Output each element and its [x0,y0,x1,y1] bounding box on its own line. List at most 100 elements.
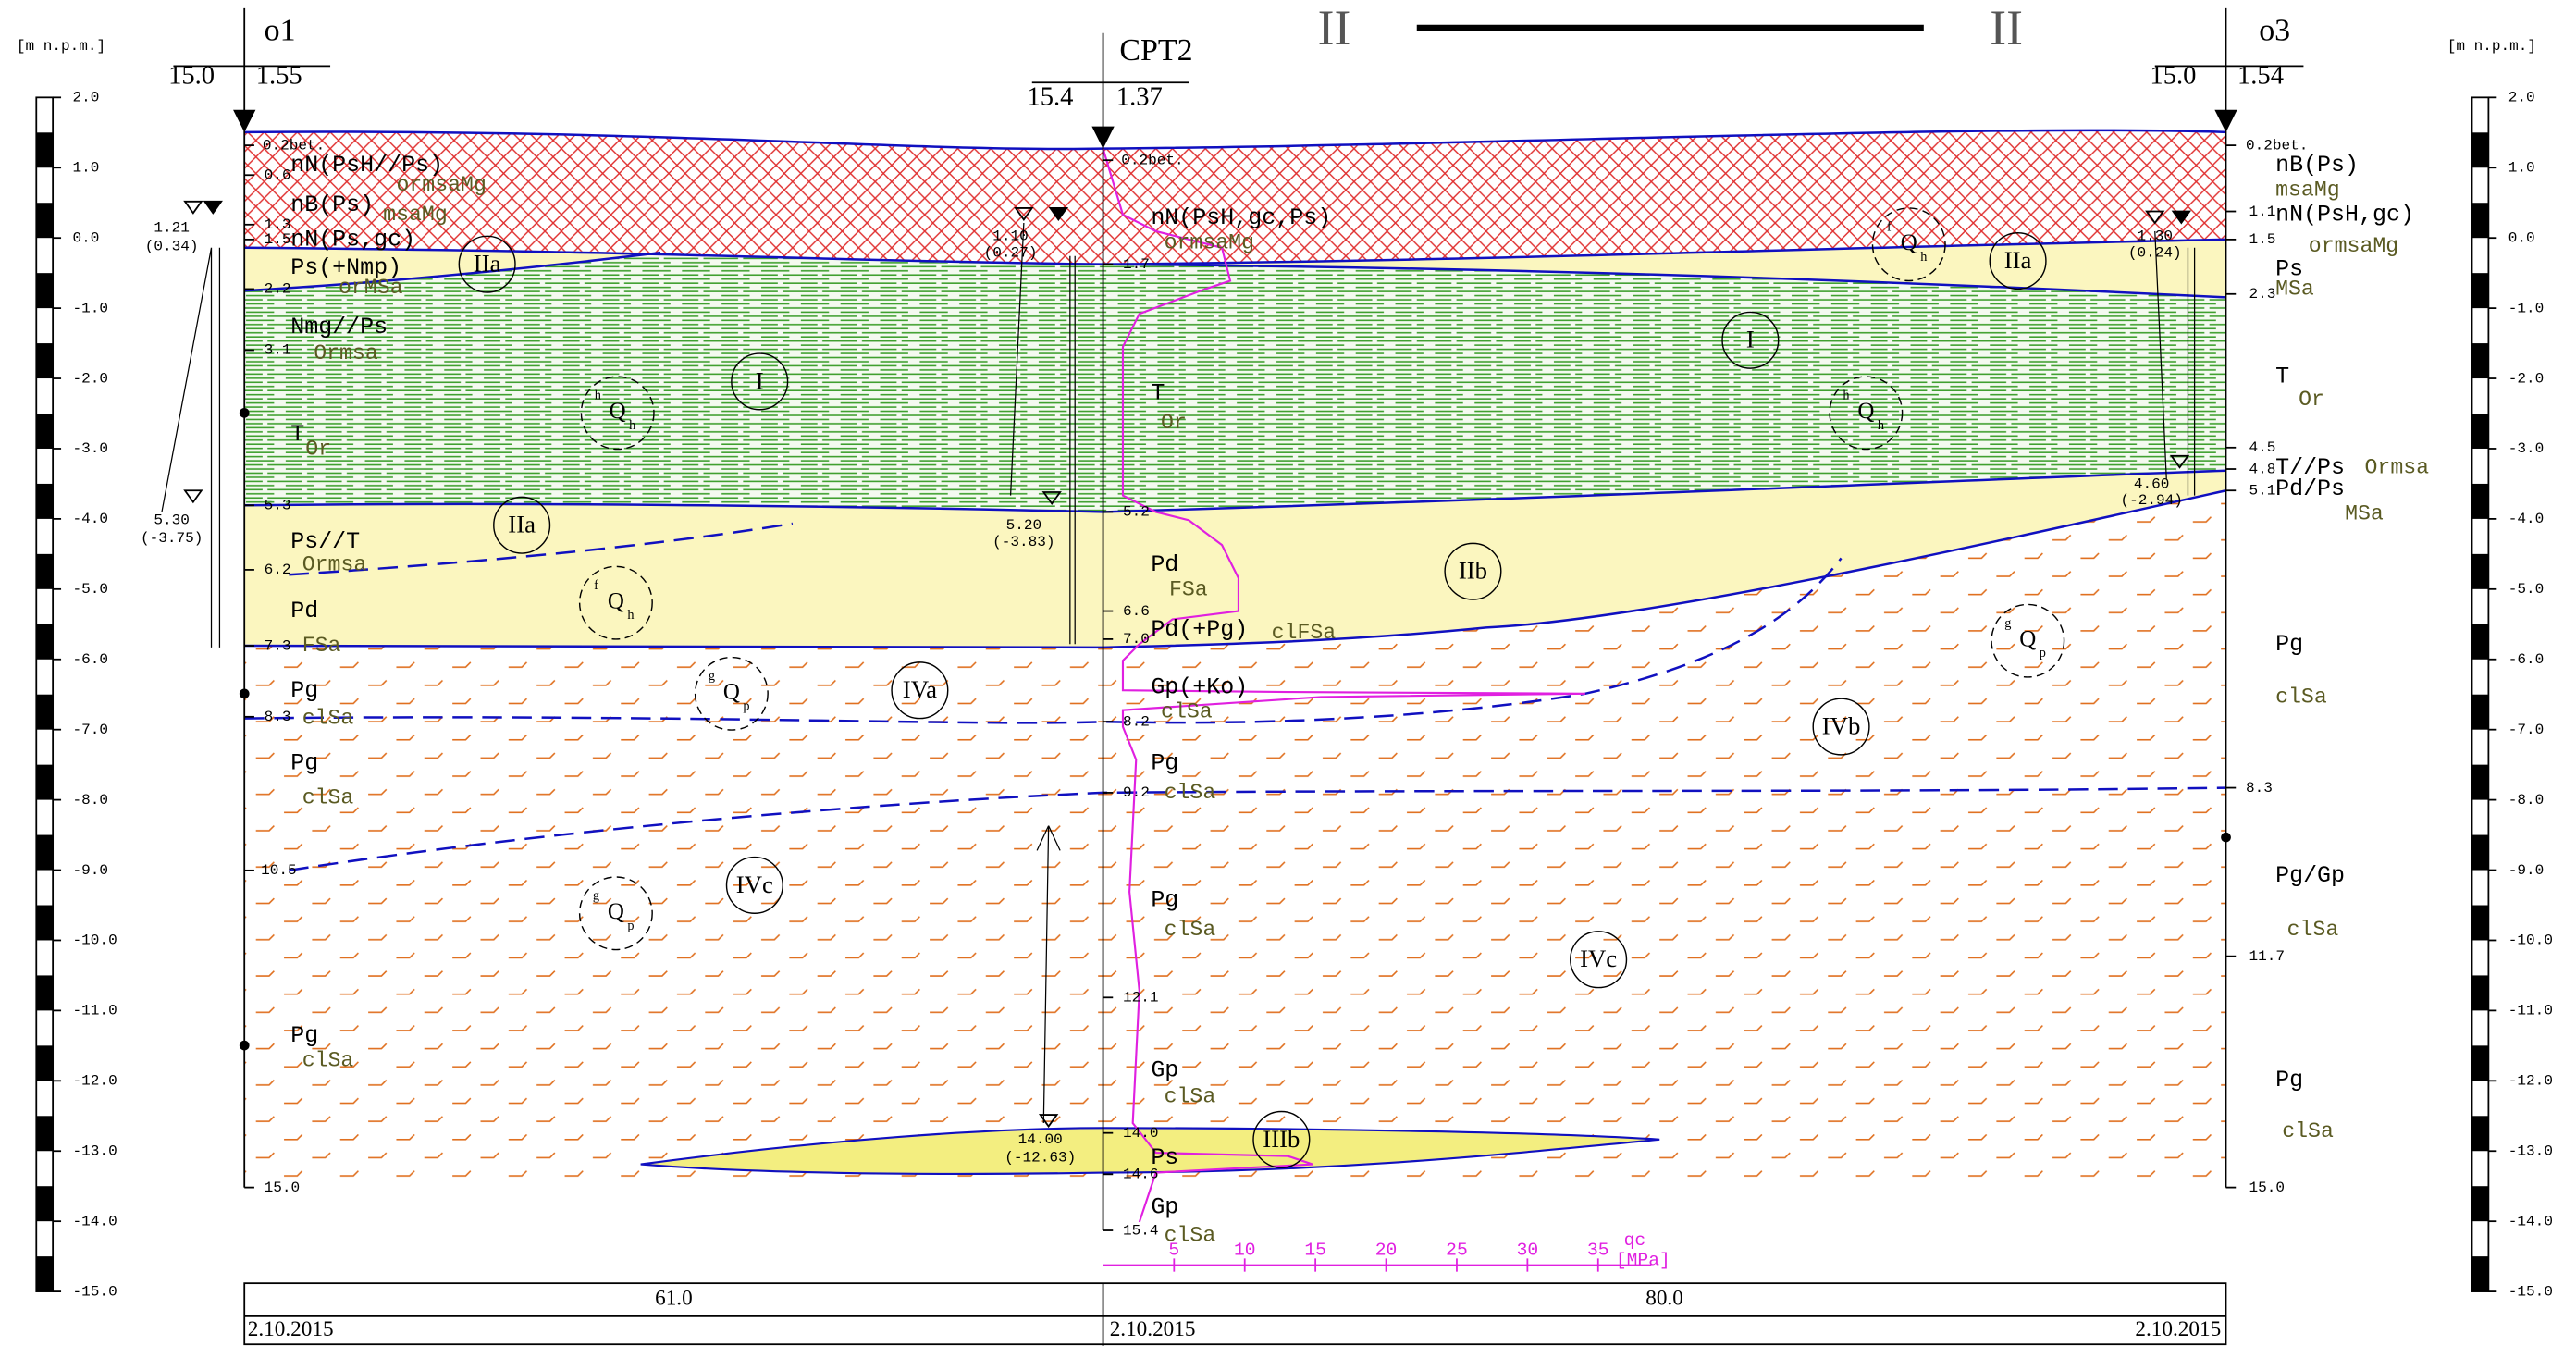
genetic-symbol: Q [608,899,624,924]
tick-label: -8.0 [2508,792,2545,809]
tick-label: -10.0 [73,932,117,949]
sand-layer [244,470,2226,648]
tick-label: -7.0 [2508,722,2545,738]
genetic-circle [578,565,653,640]
borehole-elevation: 1.54 [2237,61,2284,90]
ruler-segment [36,203,54,239]
soil-label: Pg/Gp [2275,862,2345,889]
tick-label: 2.0 [2508,90,2535,106]
tick-label: -11.0 [2508,1003,2553,1019]
layer-circle [891,661,949,720]
borehole-length: 15.0 [168,61,215,90]
date: 2.10.2015 [1110,1317,1196,1341]
tick-label: 1.0 [73,160,100,177]
soil-label: nN(Ps,gc) [290,226,415,253]
layer-id: IIa [508,511,536,538]
water-label: (-3.83) [992,534,1054,550]
tick-label: -5.0 [73,581,109,598]
tick-label: 2.0 [73,90,100,106]
depth-label: 7.3 [265,637,291,654]
depth-label: 1.5 [2249,231,2276,248]
layer-circle [1570,931,1628,989]
tick-label: -9.0 [73,862,109,879]
soil-subtype: msaMg [2275,178,2340,202]
tick-label: -6.0 [73,651,109,668]
borehole-head [233,109,2237,149]
layer-id: IIa [474,250,501,278]
borehole-name: o3 [2259,13,2290,47]
section-label: II [1990,0,2023,56]
ruler-segment [2471,483,2489,519]
soil-label: Pd(+Pg) [1151,616,1248,643]
genetic-symbol: Q [608,588,624,613]
layer-id: IVc [736,871,773,898]
cpt-tick-label: 30 [1517,1241,1539,1261]
sample-dot [239,407,250,418]
boundary-line [244,489,2226,649]
tick-label: -1.0 [73,300,109,316]
cpt-unit: [MPa] [1616,1250,1670,1270]
soil-subtype: Or [2299,388,2324,412]
water-label: (0.27) [984,244,1038,261]
genetic-symbol: Q [723,680,740,705]
water-label: 1.10 [992,228,1029,245]
layer-circle [1812,698,1870,756]
water-label: 1.30 [2137,228,2173,245]
depth-label: 1.1 [2249,204,2276,220]
water-line [161,222,2196,1123]
cpt-tick-label: 15 [1304,1241,1326,1261]
genetic-circle [694,656,769,731]
soil-subtype: clSa [302,785,354,809]
ruler-segment [36,483,54,519]
ruler-segment [36,694,54,730]
genetic-sub: h [627,608,634,623]
genetic-sup: g [709,669,715,684]
ruler-segment [36,624,54,660]
soil-label: Pg [2275,1067,2303,1093]
boreholes [35,7,2490,1346]
soil-label: nB(Ps) [290,191,374,218]
water-label: 1.21 [154,220,190,237]
layer-circle [731,352,789,411]
tick-label: 0.0 [73,229,100,246]
soil-label: nN(PsH,gc) [2275,202,2414,228]
cpt-tick-label: 35 [1587,1241,1609,1261]
depth-label: 8.3 [2246,780,2273,796]
genetic-sub: p [627,919,634,933]
soil-subtype: MSa [2345,501,2384,525]
ruler-segment [36,975,54,1011]
soil-label: Pg [1151,887,1178,914]
soil-label: T [1151,379,1165,406]
soil-label: Pd [1151,551,1178,578]
ruler-segment [36,905,54,941]
tick-label: -7.0 [73,722,109,738]
layer-id: IVb [1822,711,1861,739]
soil-subtype: clFSa [1272,621,1337,645]
ruler-segment [2471,553,2489,589]
axis-unit: [m n.p.m.] [2447,38,2536,55]
tick-label: -5.0 [2508,581,2545,598]
soil-subtype: Ormsa [314,341,378,365]
borehole-elevation: 1.55 [256,61,302,90]
genetic-symbol: Q [2019,626,2036,651]
ruler-segment [2471,624,2489,660]
depth-label: 0.2bet. [263,137,325,154]
water-label: (0.24) [2128,244,2182,261]
genetic-sub: h [1878,418,1884,433]
soil-subtype: ormsaMg [1165,231,1254,255]
date: 2.10.2015 [2135,1317,2221,1341]
soil-label: Pd/Ps [2275,475,2345,502]
depth-label: 15.0 [2249,1179,2286,1196]
depth-label: 6.2 [265,562,291,578]
cpt-tick-label: 25 [1446,1241,1468,1261]
ruler-segment [2471,694,2489,730]
sand-layer [1103,239,2226,298]
soil-subtype: Or [305,438,331,462]
distance: 80.0 [1645,1286,1683,1310]
soil-subtype: clSa [1165,1085,1216,1109]
genetic-circle [1829,376,1904,451]
layer-id: IIa [2004,246,2032,274]
layer-id: IVc [1580,945,1617,972]
borehole-name: o1 [265,13,296,47]
soil-subtype: clSa [2287,918,2339,942]
